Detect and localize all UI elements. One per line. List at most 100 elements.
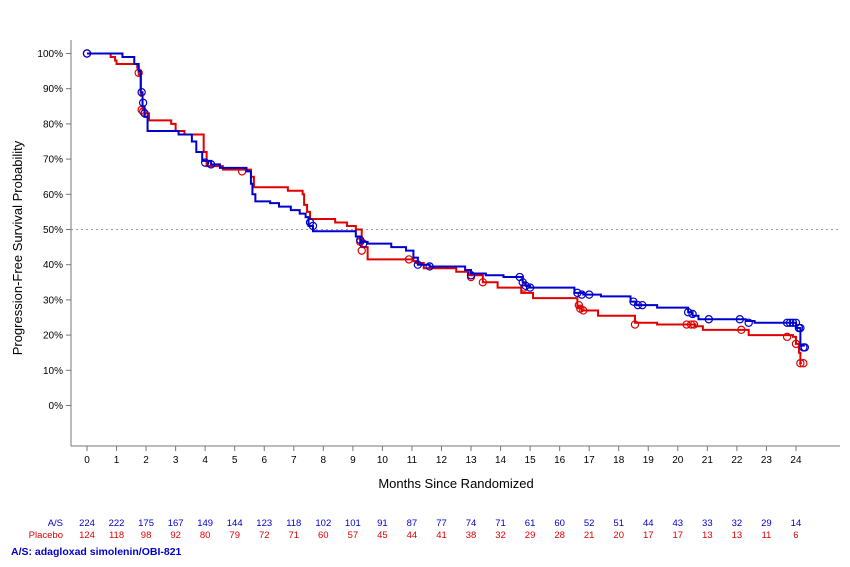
risk-number: 33 — [702, 518, 713, 529]
risk-number: 61 — [525, 518, 536, 529]
y-axis-title: Progression-Free Survival Probability — [10, 140, 25, 355]
censor-marker — [519, 283, 529, 292]
censor-marker — [138, 98, 148, 107]
risk-number: 71 — [288, 530, 299, 541]
x-tick-label: 21 — [702, 455, 714, 466]
risk-number: 149 — [197, 518, 213, 529]
censor-marker — [704, 315, 714, 324]
risk-number: 45 — [377, 530, 388, 541]
risk-number: 123 — [256, 518, 272, 529]
risk-number: 21 — [584, 530, 595, 541]
risk-number: 118 — [109, 530, 124, 541]
censor-marker — [688, 309, 697, 319]
x-tick-label: 13 — [465, 455, 477, 466]
censor-marker — [737, 325, 746, 335]
censor-marker — [206, 160, 216, 169]
censor-marker — [788, 318, 798, 327]
risk-number: 20 — [613, 530, 624, 541]
risk-number: 41 — [436, 530, 447, 541]
x-tick-label: 15 — [525, 455, 537, 466]
risk-number: 222 — [109, 518, 125, 529]
risk-number: 74 — [466, 518, 477, 529]
risk-number: 11 — [761, 530, 771, 541]
risk-number: 71 — [495, 518, 506, 529]
x-tick-label: 20 — [672, 455, 684, 466]
risk-number: 72 — [259, 530, 270, 541]
risk-number: 51 — [613, 518, 624, 529]
risk-number: 38 — [466, 530, 477, 541]
censor-marker — [358, 239, 368, 248]
censor-marker — [800, 343, 810, 352]
x-axis-title: Months Since Randomized — [378, 476, 533, 491]
censor-marker — [796, 359, 805, 368]
risk-number: 32 — [495, 530, 506, 541]
censor-marker — [137, 88, 146, 97]
risk-number: 60 — [318, 530, 329, 541]
risk-number: 80 — [200, 530, 211, 541]
risk-row-label: A/S — [48, 518, 63, 529]
risk-number: 28 — [554, 530, 565, 541]
risk-number: 144 — [227, 518, 243, 529]
censor-marker — [689, 320, 699, 329]
y-tick-label: 10% — [43, 366, 63, 377]
y-tick-label: 60% — [43, 190, 63, 201]
risk-number: 224 — [79, 518, 95, 529]
y-tick-label: 30% — [43, 295, 63, 306]
censor-marker — [466, 271, 476, 280]
x-tick-label: 5 — [232, 455, 238, 466]
censor-marker — [521, 281, 530, 291]
risk-number: 57 — [348, 530, 359, 541]
risk-number: 17 — [643, 530, 654, 541]
x-tick-label: 14 — [495, 455, 507, 466]
risk-number: 43 — [673, 518, 684, 529]
y-tick-label: 40% — [43, 260, 63, 271]
censor-marker — [413, 260, 423, 269]
censor-marker — [782, 318, 792, 327]
risk-row-label: Placebo — [29, 530, 63, 541]
risk-number: 44 — [407, 530, 418, 541]
censor-marker — [404, 255, 414, 264]
risk-number: 87 — [407, 518, 418, 529]
x-tick-label: 7 — [291, 455, 297, 466]
x-tick-label: 18 — [613, 455, 625, 466]
risk-number: 102 — [315, 518, 331, 529]
x-tick-label: 3 — [173, 455, 179, 466]
censor-marker — [200, 158, 210, 167]
y-tick-label: 100% — [37, 49, 63, 60]
x-tick-label: 0 — [84, 455, 90, 466]
censor-marker — [579, 306, 588, 315]
x-tick-label: 2 — [143, 455, 149, 466]
censor-marker — [799, 359, 808, 368]
x-tick-label: 12 — [436, 455, 448, 466]
x-tick-label: 9 — [350, 455, 356, 466]
axes — [66, 40, 840, 451]
footnote: A/S: adagloxad simolenin/OBI-821 — [11, 546, 182, 558]
censor-marker — [140, 109, 149, 118]
x-tick-label: 22 — [731, 455, 743, 466]
x-tick-label: 23 — [761, 455, 773, 466]
censor-marker — [584, 290, 594, 299]
censor-marker — [633, 300, 643, 310]
y-tick-label: 50% — [43, 225, 63, 236]
risk-number: 14 — [791, 518, 802, 529]
y-tick-label: 0% — [49, 401, 64, 412]
risk-number: 13 — [702, 530, 713, 541]
x-tick-label: 1 — [114, 455, 120, 466]
censor-marker — [686, 320, 696, 329]
censor-marker — [425, 262, 434, 271]
censor-marker — [683, 308, 693, 317]
x-tick-label: 4 — [202, 455, 208, 466]
x-tick-label: 8 — [321, 455, 327, 466]
censor-marker — [638, 300, 647, 310]
y-tick-label: 70% — [43, 155, 63, 166]
y-tick-label: 80% — [43, 119, 63, 130]
censor-marker — [630, 320, 640, 329]
x-tick-label: 19 — [643, 455, 655, 466]
risk-number: 32 — [732, 518, 743, 529]
tick-labels: 0%10%20%30%40%50%60%70%80%90%100%0 1 2 3 4 5 6… — [37, 49, 802, 466]
risk-table: A/S 224 222 175 167 149 144 123 118 102 101 91 87 77 7… — [29, 518, 802, 541]
censor-marker — [573, 288, 582, 298]
x-tick-label: 16 — [554, 455, 566, 466]
censor-marker — [478, 278, 488, 287]
